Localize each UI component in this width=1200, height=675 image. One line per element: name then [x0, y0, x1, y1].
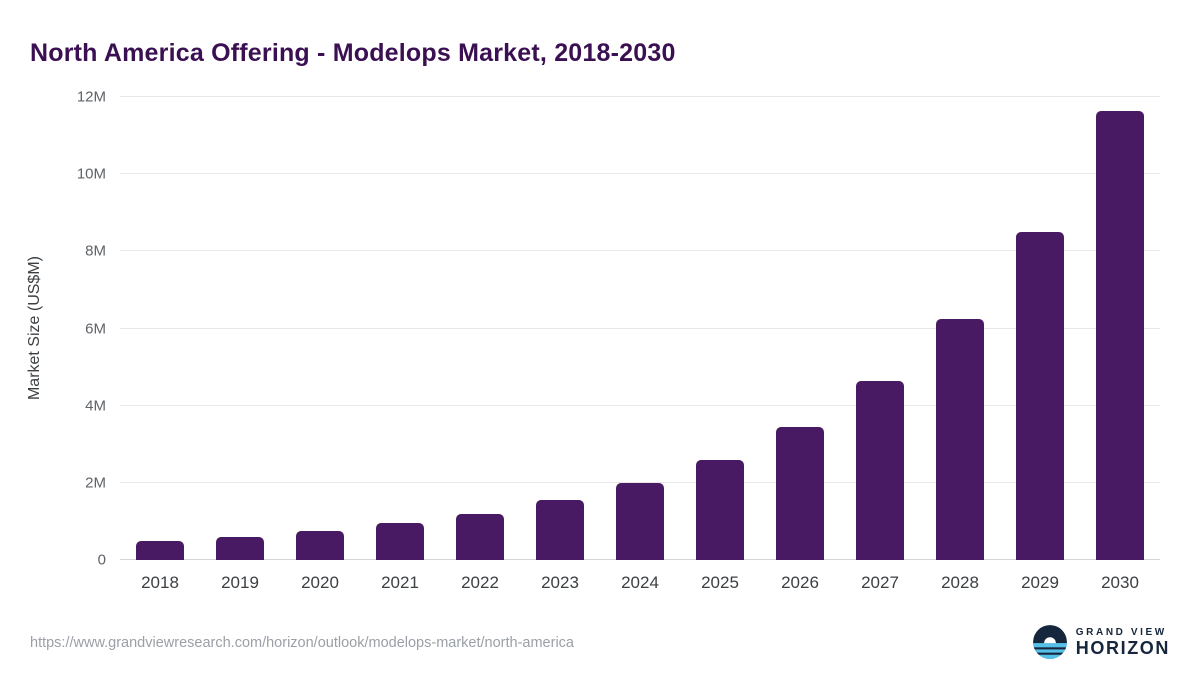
horizon-logo-icon: [1032, 625, 1067, 659]
x-tick-label: 2021: [381, 573, 419, 592]
gridline: [120, 173, 1160, 175]
bar-2030: [1096, 110, 1144, 560]
y-tick-label: 10M: [76, 165, 106, 183]
gridline: [120, 481, 1160, 483]
x-tick-label: 2027: [861, 573, 899, 592]
bar-2023: [536, 500, 584, 560]
x-tick-label: 2019: [221, 573, 259, 592]
chart-title: North America Offering - Modelops Market…: [30, 38, 676, 67]
bar-2025: [696, 459, 744, 560]
gridline: [120, 327, 1160, 329]
x-tick-label: 2025: [701, 573, 739, 592]
brand-logo-text: GRAND VIEW HORIZON: [1076, 626, 1170, 659]
bar-2024: [616, 482, 664, 560]
bar-2020: [296, 531, 344, 560]
x-tick-label: 2020: [301, 573, 339, 592]
brand-logo: GRAND VIEW HORIZON: [1032, 625, 1170, 659]
y-tick-label: 8M: [85, 242, 106, 260]
x-tick-label: 2018: [141, 573, 179, 592]
gridline: [120, 96, 1160, 97]
y-tick-label: 2M: [85, 474, 106, 492]
y-tick-label: 12M: [76, 88, 106, 106]
source-url: https://www.grandviewresearch.com/horizo…: [30, 635, 574, 651]
x-tick-label: 2022: [461, 573, 499, 592]
bar-2026: [776, 426, 824, 560]
logo-grand-view-label: GRAND VIEW: [1075, 626, 1167, 638]
x-tick-label: 2029: [1021, 573, 1059, 592]
y-tick-label: 0: [97, 551, 106, 569]
y-tick-label: 4M: [85, 397, 106, 415]
x-tick-label: 2026: [781, 573, 819, 592]
y-axis-title: Market Size (US$M): [26, 97, 44, 560]
plot-area: 0 2M 4M 6M 8M 10M 12M 2018 2019 2020 2021 2022 2023 2…: [77, 89, 1160, 592]
x-tick-label: 2030: [1101, 573, 1139, 592]
y-axis-title-text: Market Size (US$M): [26, 256, 43, 401]
x-tick-label: 2028: [941, 573, 979, 592]
bar-2021: [376, 523, 424, 560]
logo-horizon-label: HORIZON: [1075, 637, 1170, 658]
x-tick-label: 2024: [621, 573, 659, 592]
gridline: [120, 250, 1160, 252]
bar-2028: [936, 318, 984, 560]
y-tick-label: 6M: [85, 320, 106, 337]
x-tick-label: 2023: [541, 573, 579, 592]
bar-2018: [136, 540, 184, 560]
bar-2019: [216, 536, 264, 560]
gridline: [120, 404, 1160, 406]
bar-2029: [1016, 232, 1064, 560]
bar-2022: [456, 513, 504, 560]
bar-2027: [856, 380, 904, 560]
